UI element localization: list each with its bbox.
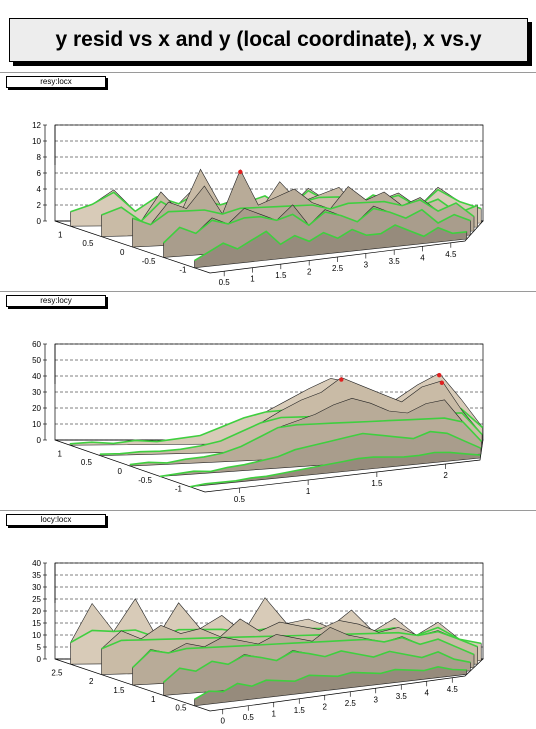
y-tick-label: 2: [89, 677, 94, 686]
x-tick-label: 1.5: [294, 706, 306, 715]
y-tick-label: 0.5: [175, 704, 187, 713]
z-tick-label: 10: [32, 631, 41, 640]
z-tick-label: 20: [32, 607, 41, 616]
contour-band: [129, 417, 483, 466]
pad-locy-locx: locy:locx 0 5 10 15 20 25 30 35 40 0 0.5 1 1.5 2 2.5 3 3…: [0, 510, 536, 729]
contour-band: [189, 451, 481, 488]
peak-marker: [437, 373, 442, 378]
z-tick-label: 40: [32, 372, 41, 381]
contour-band: [162, 650, 471, 684]
z-tick-label: 40: [32, 559, 41, 568]
y-tick-label: 0.5: [81, 458, 93, 467]
y-tick-label: -0.5: [138, 476, 152, 485]
contour-band: [162, 207, 471, 244]
z-tick-label: 20: [32, 404, 41, 413]
z-tick-label: 6: [37, 169, 42, 178]
pad-label: resy:locy: [6, 295, 106, 307]
x-tick-label: 3.5: [389, 257, 401, 266]
x-tick-label: 1: [306, 487, 311, 496]
y-tick-label: -1: [175, 485, 183, 494]
y-tick-label: 1.5: [113, 686, 125, 695]
x-tick-label: 1.5: [371, 479, 383, 488]
x-tick-label: 0.5: [234, 495, 246, 504]
title-box: y resid vs x and y (local coordinate), x…: [9, 18, 528, 62]
x-tick-label: 2.5: [332, 264, 344, 273]
x-tick-label: 1.5: [275, 271, 287, 280]
z-tick-label: 5: [37, 643, 42, 652]
x-tick-label: 4: [425, 688, 430, 697]
z-tick-label: 12: [32, 121, 41, 130]
z-tick-label: 10: [32, 420, 41, 429]
y-tick-label: 0: [120, 248, 125, 257]
x-tick-label: 2.5: [345, 699, 357, 708]
x-tick-label: 4.5: [447, 685, 459, 694]
x-tick-label: 3: [374, 695, 379, 704]
z-tick-label: 30: [32, 388, 41, 397]
z-tick-label: 2: [37, 201, 42, 210]
z-tick-label: 4: [37, 185, 42, 194]
surface-plot-locy-locx: 0 5 10 15 20 25 30 35 40 0 0.5 1 1.5 2 2.5 3 3.5 4 4.5 2.5 2…: [32, 559, 484, 725]
z-tick-label: 60: [32, 340, 41, 349]
surface-plot-resy-locy: 0 10 20 30 40 50 60 0.5 1 1.5 2 1 0.5 0 -0.5 -1: [32, 340, 484, 504]
x-tick-label: 3: [364, 260, 369, 269]
x-tick-label: 3.5: [396, 692, 408, 701]
x-tick-label: 2: [323, 702, 328, 711]
page-title: y resid vs x and y (local coordinate), x…: [55, 28, 482, 51]
pad-label: locy:locx: [6, 514, 106, 526]
peak-marker: [439, 380, 445, 385]
contour-band: [132, 199, 475, 226]
y-tick-label: 1: [58, 449, 63, 458]
y-tick-label: 0.5: [82, 239, 94, 248]
surface-plot-resy-locx: 0 2 4 6 8 10 12 0.5 1 1.5 2 2.5 3 3.5 4 4.5 1 0.5 0 -0.5 -1: [32, 121, 484, 287]
y-tick-label: -0.5: [142, 257, 156, 266]
z-tick-label: 30: [32, 583, 41, 592]
pad-resy-locy: resy:locy 0 10 20 30 40 50 60 0.5 1 1.5 2 1 0.5 0 -0.5…: [0, 291, 536, 510]
y-tick-label: 1: [58, 230, 63, 239]
x-tick-label: 4: [420, 253, 425, 262]
x-tick-label: 4.5: [445, 250, 457, 259]
z-tick-label: 10: [32, 137, 41, 146]
z-tick-label: 15: [32, 619, 41, 628]
x-tick-label: 2: [307, 268, 312, 277]
x-tick-label: 0.5: [219, 278, 231, 287]
x-tick-label: 0.5: [243, 713, 255, 722]
peak-marker: [238, 169, 243, 175]
contour-band: [131, 636, 475, 669]
z-tick-label: 35: [32, 571, 41, 580]
pad-label: resy:locx: [6, 76, 106, 88]
z-tick-label: 25: [32, 595, 41, 604]
z-tick-label: 0: [37, 436, 42, 445]
y-tick-label: 1: [151, 695, 156, 704]
x-tick-label: 2: [443, 471, 448, 480]
x-tick-label: 1: [250, 275, 255, 284]
x-tick-label: 0: [221, 716, 226, 725]
x-tick-label: 1: [272, 709, 277, 718]
z-tick-label: 8: [37, 153, 42, 162]
z-tick-label: 0: [37, 217, 42, 226]
contour-band: [101, 630, 478, 650]
z-tick-label: 0: [37, 655, 42, 664]
peak-marker: [339, 377, 344, 382]
z-tick-label: 50: [32, 356, 41, 365]
pad-resy-locx: resy:locx 0 2 4 6 8 10 12 0.5 1 1.5 2 2.5 3 3.5 4 4.5 1 0…: [0, 72, 536, 291]
contour-band: [194, 224, 467, 262]
contour-band: [194, 665, 467, 700]
y-tick-label: 0: [118, 467, 123, 476]
y-tick-label: 2.5: [51, 668, 63, 677]
contour-band: [159, 430, 482, 478]
y-tick-label: -1: [179, 266, 187, 275]
